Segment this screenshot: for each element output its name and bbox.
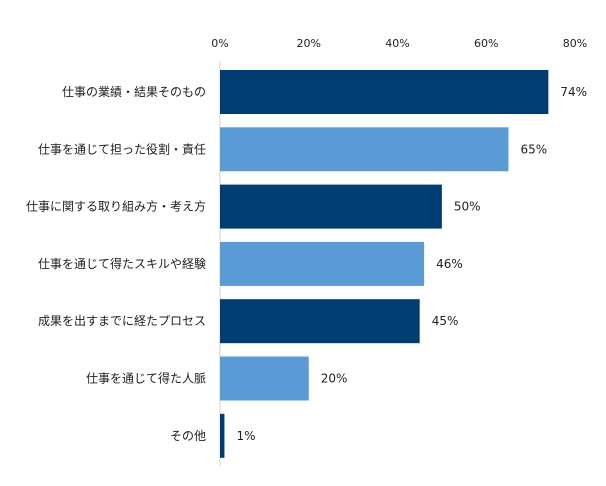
x-axis-ticks: 0% 20% 40% 60% 80% [211,37,587,50]
bar [220,299,420,344]
x-tick-label: 60% [474,37,498,50]
value-label: 45% [432,314,459,328]
category-label: 仕事を通じて得たスキルや経験 [38,256,206,271]
category-label: 仕事を通じて担った役割・責任 [38,141,206,156]
value-label: 74% [560,85,587,99]
category-labels: 仕事の業績・結果そのもの仕事を通じて担った役割・責任仕事に関する取り組み方・考え… [26,85,206,443]
value-label: 65% [520,142,547,156]
bar [220,184,442,229]
bar [220,356,309,401]
value-label: 20% [321,372,348,386]
bar [220,413,225,458]
category-label: 仕事に関する取り組み方・考え方 [26,199,206,214]
bar [220,241,425,286]
x-tick-label: 40% [385,37,409,50]
category-label: その他 [170,429,206,443]
bar [220,70,549,114]
value-label: 46% [436,257,463,271]
value-labels: 74% 65% 50% 46% 45% 20% 1% [236,85,587,443]
category-label: 仕事を通じて得た人脈 [86,371,206,386]
category-label: 仕事の業績・結果そのもの [62,85,206,99]
x-tick-label: 80% [563,37,587,50]
x-tick-label: 20% [297,37,321,50]
category-label: 成果を出すまでに経たプロセス [38,314,206,328]
bars [220,70,549,458]
value-label: 1% [236,429,255,443]
x-tick-label: 0% [211,37,228,50]
value-label: 50% [454,200,481,214]
bar [220,127,509,172]
